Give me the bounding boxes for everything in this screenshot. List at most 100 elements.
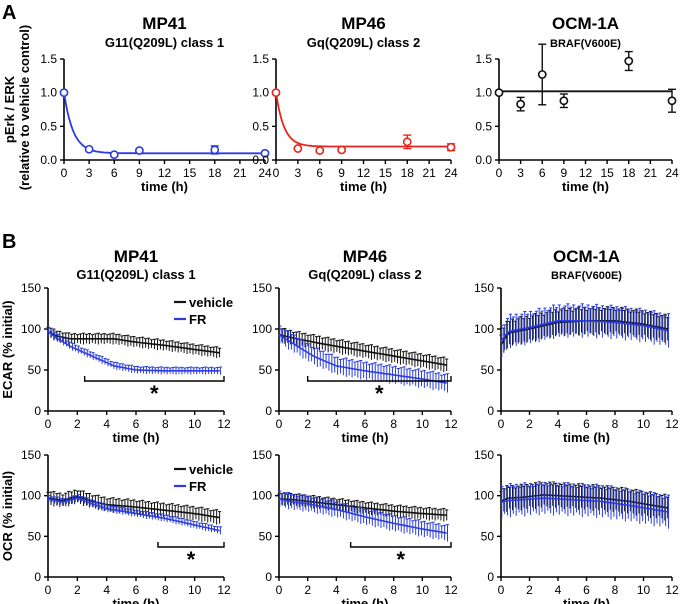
y-tick-label: 50: [259, 363, 273, 377]
chart-title: OCM-1A: [552, 14, 619, 33]
x-tick-label: 8: [162, 417, 169, 431]
chart-c2: 0 50 100 150 0 2 4 6 8 10 12 time (h) *: [252, 448, 458, 604]
x-tick-label: 15: [183, 166, 197, 180]
legend-label-vehicle: vehicle: [189, 295, 233, 310]
x-tick-label: 0: [498, 583, 505, 597]
x-axis-label: time (h): [563, 430, 610, 445]
x-tick-label: 6: [583, 583, 590, 597]
y-tick-label: 0: [487, 570, 494, 584]
y-axis-label-2: (relative to vehicle control): [17, 25, 32, 190]
significance-bracket: [306, 376, 452, 382]
x-tick-label: 0: [276, 417, 283, 431]
y-tick-label: 100: [252, 489, 272, 503]
y-tick-label: 150: [252, 448, 272, 462]
chart-title: MP41: [142, 14, 186, 33]
x-tick-label: 6: [362, 417, 369, 431]
x-tick-label: 0: [276, 583, 283, 597]
chart-subtitle: Gq(Q209L) class 2: [307, 35, 420, 50]
fit-curve: [63, 92, 265, 155]
x-tick-label: 0: [496, 166, 503, 180]
chart-subtitle: Gq(Q209L) class 2: [308, 267, 421, 282]
data-point: [337, 145, 347, 155]
legend-label-FR: FR: [189, 479, 207, 494]
series-line-FR: [47, 330, 220, 372]
y-tick-label: 150: [21, 448, 41, 462]
x-tick-label: 18: [208, 166, 222, 180]
y-axis-label: ECAR (% initial): [0, 300, 15, 398]
x-tick-label: 9: [136, 166, 143, 180]
y-tick-label: 50: [481, 363, 495, 377]
x-tick-label: 9: [338, 166, 345, 180]
significance-star: *: [397, 547, 406, 572]
x-tick-label: 2: [74, 417, 81, 431]
y-tick-label: 100: [252, 322, 272, 336]
x-tick-label: 12: [444, 417, 458, 431]
significance-star: *: [150, 381, 159, 406]
y-tick-label: 1.5: [40, 52, 57, 66]
x-tick-label: 21: [644, 166, 658, 180]
y-tick-label: 50: [28, 363, 42, 377]
y-tick-label: 0.0: [475, 153, 492, 167]
x-tick-label: 12: [217, 583, 231, 597]
x-tick-label: 8: [390, 583, 397, 597]
x-axis-label: time (h): [562, 179, 609, 194]
chart-a1: MP41 G11(Q209L) class 1 0.0 0.5 1.0 1.5 0 3 6 9 12…: [2, 14, 272, 194]
y-tick-label: 1.5: [475, 52, 492, 66]
y-tick-label: 50: [259, 529, 273, 543]
data-point: [210, 145, 220, 155]
chart-subtitle: BRAF(V600E): [550, 38, 621, 50]
x-tick-label: 12: [217, 417, 231, 431]
y-axis-label: pErk / ERK: [2, 75, 17, 143]
x-axis-label: time (h): [113, 430, 160, 445]
chart-title: MP41: [114, 247, 158, 266]
data-point: [537, 70, 547, 79]
x-tick-label: 24: [665, 166, 679, 180]
x-tick-label: 10: [416, 583, 430, 597]
x-tick-label: 10: [637, 417, 651, 431]
x-tick-label: 3: [86, 166, 93, 180]
x-axis-label: time (h): [342, 430, 389, 445]
y-tick-label: 100: [474, 322, 494, 336]
x-tick-label: 4: [333, 583, 340, 597]
x-tick-label: 24: [444, 166, 458, 180]
x-tick-label: 18: [401, 166, 415, 180]
x-tick-label: 6: [539, 166, 546, 180]
y-tick-label: 100: [21, 322, 41, 336]
x-tick-label: 12: [665, 417, 679, 431]
data-point: [59, 88, 69, 98]
chart-title: OCM-1A: [553, 247, 620, 266]
y-tick-label: 150: [252, 281, 272, 295]
x-tick-label: 0: [498, 417, 505, 431]
x-tick-label: 12: [665, 583, 679, 597]
y-axis-label: OCR (% initial): [0, 471, 15, 561]
series-line-FR: [500, 497, 668, 513]
series-line-FR: [278, 498, 447, 534]
significance-bracket: [157, 542, 225, 548]
chart-title: MP46: [343, 247, 387, 266]
x-tick-label: 10: [416, 417, 430, 431]
x-axis-label: time (h): [342, 596, 389, 604]
data-point: [260, 148, 270, 158]
data-point: [109, 150, 119, 160]
series-line-FR: [278, 334, 447, 384]
x-tick-label: 0: [61, 166, 68, 180]
data-point: [559, 96, 569, 106]
significance-star: *: [375, 381, 384, 406]
data-point: [293, 144, 303, 153]
y-tick-label: 0: [487, 404, 494, 418]
panel-label-b: B: [2, 231, 16, 253]
x-tick-label: 2: [304, 583, 311, 597]
x-tick-label: 2: [526, 583, 533, 597]
y-tick-label: 50: [481, 529, 495, 543]
x-tick-label: 3: [517, 166, 524, 180]
series-line-FR: [500, 320, 668, 342]
y-tick-label: 0: [34, 570, 41, 584]
x-tick-label: 12: [158, 166, 172, 180]
chart-subtitle: G11(Q209L) class 1: [76, 267, 195, 282]
y-tick-label: 50: [28, 529, 42, 543]
y-tick-label: 0.0: [252, 153, 269, 167]
y-tick-label: 1.0: [475, 86, 492, 100]
